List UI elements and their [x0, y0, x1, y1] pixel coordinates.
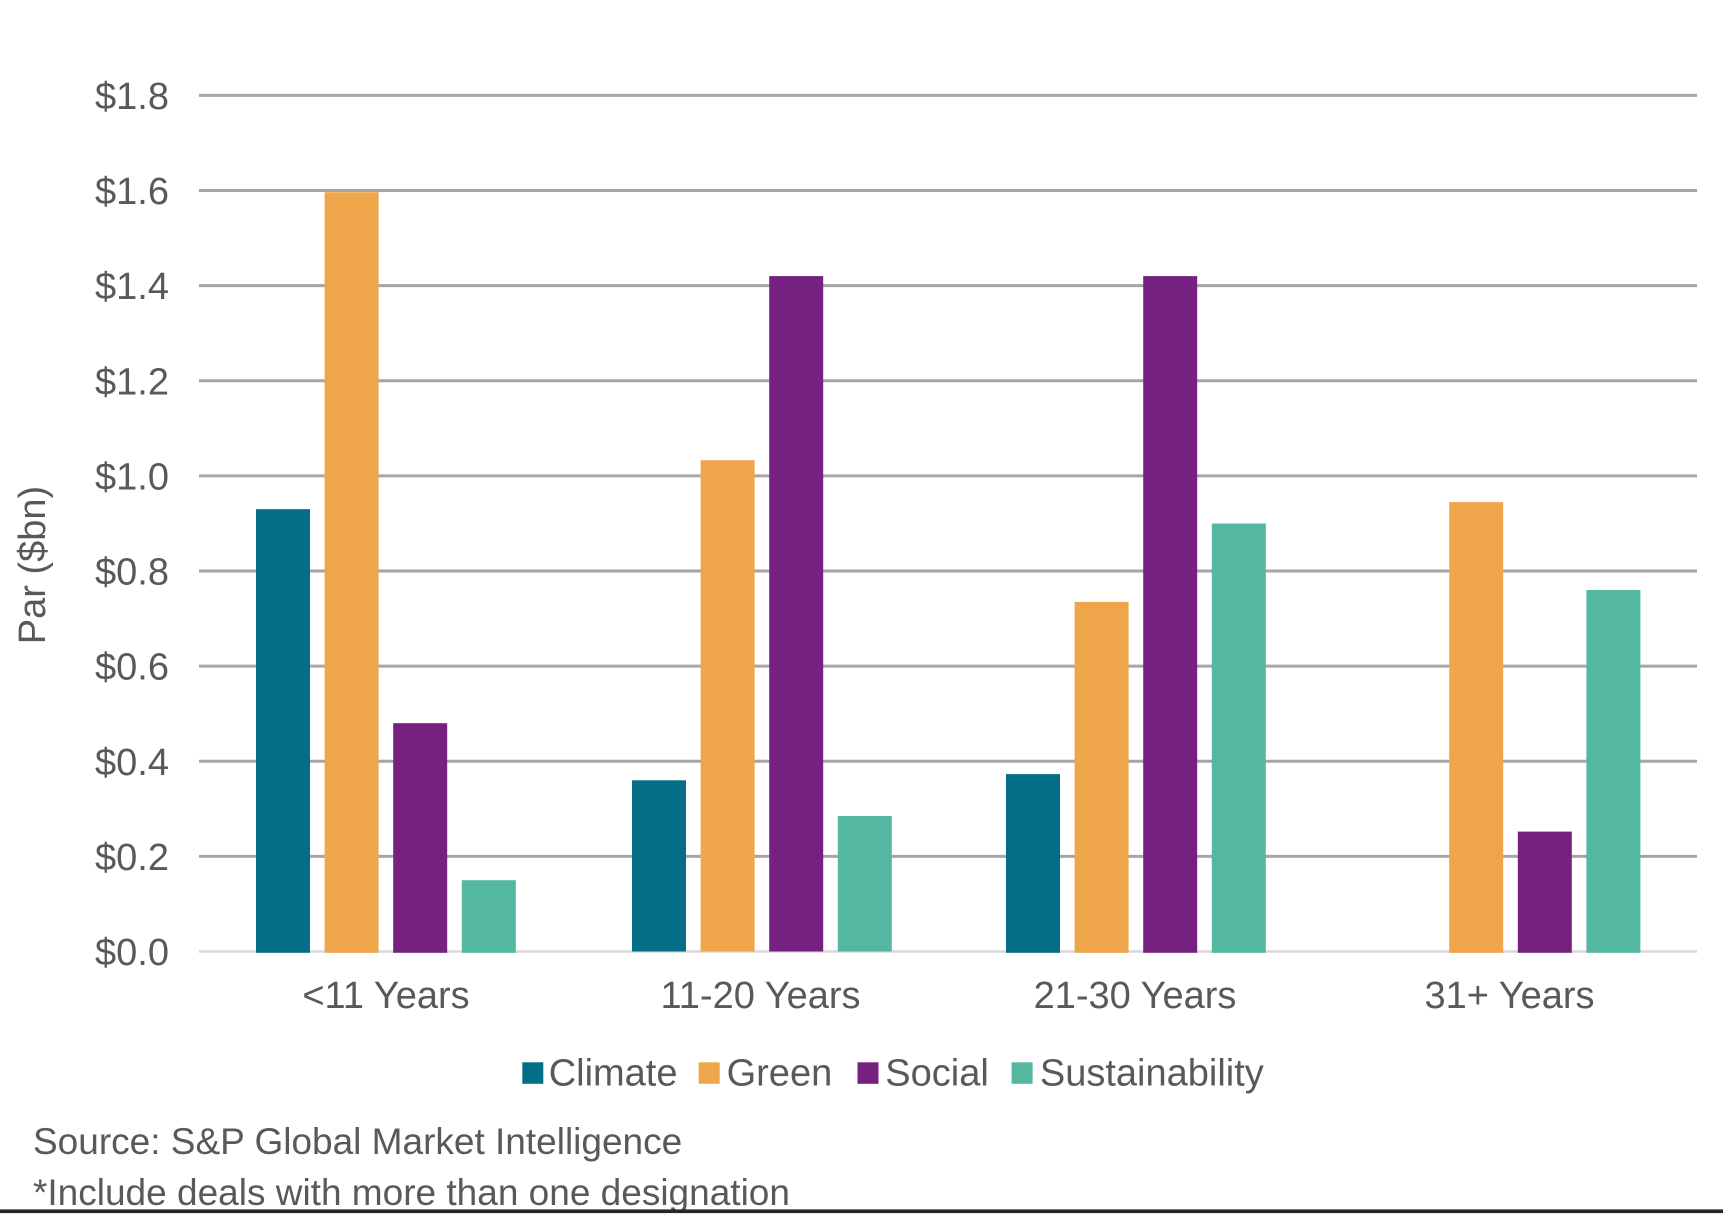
svg-text:11-20 Years: 11-20 Years	[660, 975, 860, 1017]
svg-text:$0.8: $0.8	[95, 552, 169, 594]
svg-text:$1.8: $1.8	[95, 76, 169, 118]
svg-text:Source: S&P Global Market Inte: Source: S&P Global Market Intelligence	[33, 1121, 682, 1162]
svg-text:31+ Years: 31+ Years	[1424, 975, 1594, 1017]
svg-text:Climate: Climate	[549, 1053, 678, 1095]
svg-text:21-30 Years: 21-30 Years	[1034, 975, 1237, 1017]
svg-text:Green: Green	[727, 1053, 833, 1095]
svg-text:$0.2: $0.2	[95, 837, 169, 879]
svg-text:Par ($bn): Par ($bn)	[12, 486, 54, 644]
svg-text:$1.0: $1.0	[95, 456, 169, 498]
svg-text:$0.4: $0.4	[95, 742, 169, 784]
svg-text:$1.2: $1.2	[95, 361, 169, 403]
svg-text:$0.6: $0.6	[95, 647, 169, 689]
svg-text:*Include deals with more than: *Include deals with more than one design…	[33, 1172, 790, 1213]
svg-text:$1.6: $1.6	[95, 171, 169, 213]
svg-text:$1.4: $1.4	[95, 266, 169, 308]
svg-text:Social: Social	[885, 1053, 989, 1095]
svg-text:Sustainability: Sustainability	[1040, 1053, 1264, 1095]
svg-text:<11 Years: <11 Years	[302, 975, 469, 1017]
svg-text:$0.0: $0.0	[95, 932, 169, 974]
